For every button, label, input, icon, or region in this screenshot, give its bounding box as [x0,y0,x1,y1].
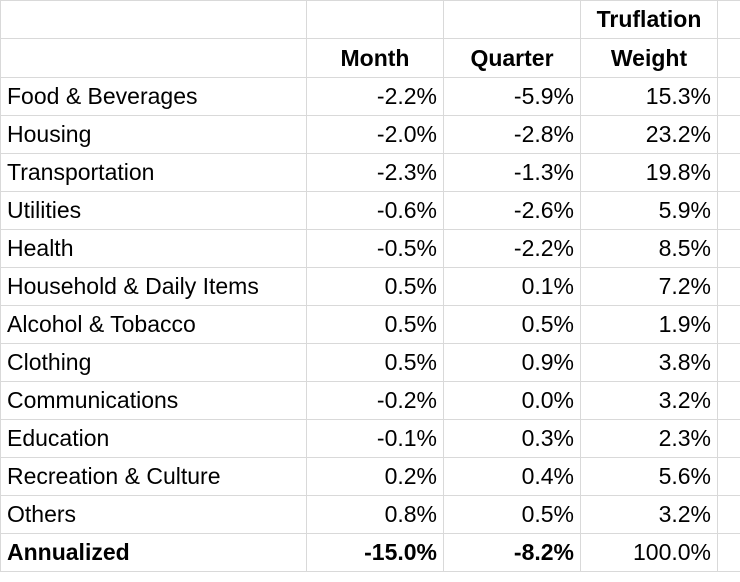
weight-cell[interactable]: 5.9% [580,191,718,230]
empty-cell[interactable] [717,381,740,420]
category-cell[interactable]: Transportation [0,153,307,192]
month-cell[interactable]: -0.2% [306,381,444,420]
category-cell[interactable]: Alcohol & Tobacco [0,305,307,344]
month-cell[interactable]: -2.3% [306,153,444,192]
category-cell[interactable]: Housing [0,115,307,154]
empty-cell[interactable] [717,419,740,458]
weight-cell[interactable]: 2.3% [580,419,718,458]
quarter-cell[interactable]: -1.3% [443,153,581,192]
quarter-cell[interactable]: 0.5% [443,305,581,344]
month-cell[interactable]: -2.2% [306,77,444,116]
total-quarter-cell[interactable]: -8.2% [443,533,581,572]
month-cell[interactable]: 0.8% [306,495,444,534]
category-cell[interactable]: Others [0,495,307,534]
month-cell[interactable]: -0.1% [306,419,444,458]
total-row: Annualized -15.0% -8.2% 100.0% [0,533,740,572]
category-cell[interactable]: Clothing [0,343,307,382]
header-row-bottom: Month Quarter Weight [0,38,740,78]
table-row: Housing -2.0% -2.8% 23.2% [0,115,740,154]
category-cell[interactable]: Communications [0,381,307,420]
empty-cell[interactable] [717,191,740,230]
category-cell[interactable]: Health [0,229,307,268]
empty-cell[interactable] [717,229,740,268]
header-truflation[interactable]: Truflation [580,0,718,39]
table-row: Transportation -2.3% -1.3% 19.8% [0,153,740,192]
month-cell[interactable]: 0.5% [306,267,444,306]
table-row: Others 0.8% 0.5% 3.2% [0,495,740,534]
table-row: Recreation & Culture 0.2% 0.4% 5.6% [0,457,740,496]
weight-cell[interactable]: 3.2% [580,381,718,420]
empty-cell[interactable] [717,38,740,78]
empty-cell[interactable] [717,77,740,116]
quarter-cell[interactable]: 0.1% [443,267,581,306]
weight-cell[interactable]: 3.8% [580,343,718,382]
empty-cell[interactable] [717,0,740,39]
category-cell[interactable]: Household & Daily Items [0,267,307,306]
weight-cell[interactable]: 19.8% [580,153,718,192]
category-cell[interactable]: Education [0,419,307,458]
quarter-cell[interactable]: -2.8% [443,115,581,154]
header-row-top: Truflation [0,0,740,39]
quarter-cell[interactable]: -2.2% [443,229,581,268]
table-row: Alcohol & Tobacco 0.5% 0.5% 1.9% [0,305,740,344]
total-label-cell[interactable]: Annualized [0,533,307,572]
weight-cell[interactable]: 1.9% [580,305,718,344]
empty-cell[interactable] [717,153,740,192]
month-cell[interactable]: -0.5% [306,229,444,268]
weight-cell[interactable]: 8.5% [580,229,718,268]
total-weight-cell[interactable]: 100.0% [580,533,718,572]
quarter-cell[interactable]: 0.0% [443,381,581,420]
weight-cell[interactable]: 15.3% [580,77,718,116]
weight-cell[interactable]: 5.6% [580,457,718,496]
empty-cell[interactable] [717,267,740,306]
empty-cell[interactable] [717,115,740,154]
month-cell[interactable]: -0.6% [306,191,444,230]
header-quarter[interactable]: Quarter [443,38,581,78]
month-cell[interactable]: 0.5% [306,343,444,382]
category-cell[interactable]: Recreation & Culture [0,457,307,496]
empty-cell[interactable] [717,495,740,534]
quarter-cell[interactable]: 0.4% [443,457,581,496]
empty-cell[interactable] [443,0,581,39]
table-row: Clothing 0.5% 0.9% 3.8% [0,343,740,382]
quarter-cell[interactable]: -5.9% [443,77,581,116]
table-row: Education -0.1% 0.3% 2.3% [0,419,740,458]
table-row: Food & Beverages -2.2% -5.9% 15.3% [0,77,740,116]
header-weight[interactable]: Weight [580,38,718,78]
month-cell[interactable]: -2.0% [306,115,444,154]
weight-cell[interactable]: 3.2% [580,495,718,534]
weight-cell[interactable]: 7.2% [580,267,718,306]
empty-cell[interactable] [306,0,444,39]
month-cell[interactable]: 0.2% [306,457,444,496]
empty-cell[interactable] [0,38,307,78]
empty-cell[interactable] [717,305,740,344]
header-month[interactable]: Month [306,38,444,78]
table-row: Utilities -0.6% -2.6% 5.9% [0,191,740,230]
month-cell[interactable]: 0.5% [306,305,444,344]
table-row: Communications -0.2% 0.0% 3.2% [0,381,740,420]
total-month-cell[interactable]: -15.0% [306,533,444,572]
empty-cell[interactable] [717,533,740,572]
empty-cell[interactable] [717,457,740,496]
quarter-cell[interactable]: -2.6% [443,191,581,230]
empty-cell[interactable] [717,343,740,382]
category-cell[interactable]: Utilities [0,191,307,230]
empty-cell[interactable] [0,0,307,39]
quarter-cell[interactable]: 0.3% [443,419,581,458]
table-row: Household & Daily Items 0.5% 0.1% 7.2% [0,267,740,306]
table-row: Health -0.5% -2.2% 8.5% [0,229,740,268]
quarter-cell[interactable]: 0.9% [443,343,581,382]
weight-cell[interactable]: 23.2% [580,115,718,154]
quarter-cell[interactable]: 0.5% [443,495,581,534]
category-cell[interactable]: Food & Beverages [0,77,307,116]
